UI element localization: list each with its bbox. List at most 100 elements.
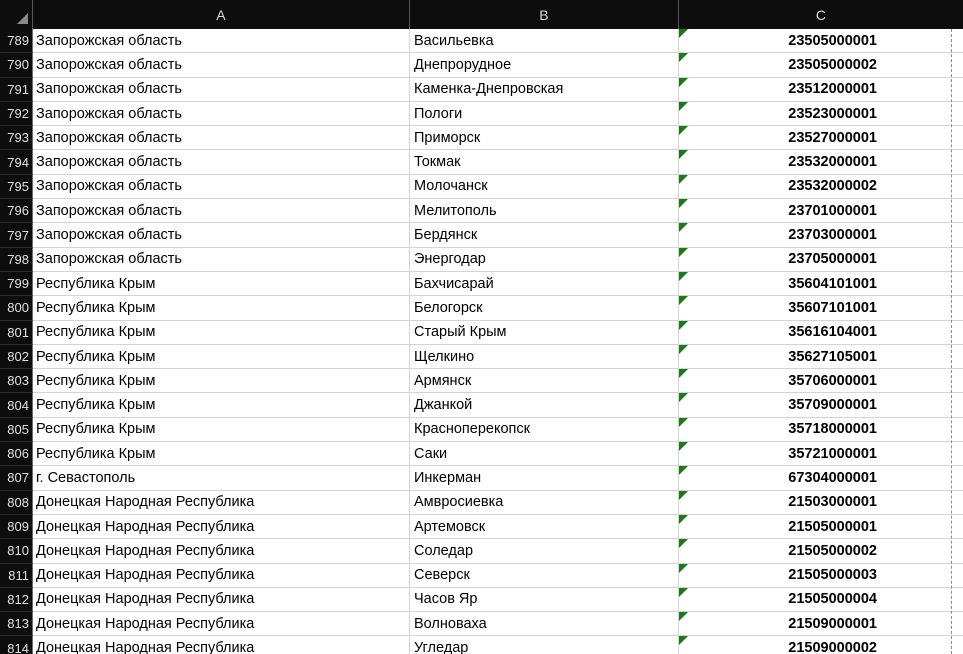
cell-region[interactable]: Донецкая Народная Республика (33, 636, 410, 654)
cell-code[interactable]: 23705000001 (679, 247, 963, 272)
cell-city[interactable]: Угледар (410, 636, 679, 654)
row-header-number[interactable]: 792 (0, 101, 33, 127)
cell-city[interactable]: Пологи (410, 101, 679, 127)
cell-region[interactable]: Запорожская область (33, 150, 410, 175)
row-header-number[interactable]: 802 (0, 344, 33, 370)
cell-region[interactable]: Запорожская область (33, 29, 410, 54)
column-header-a[interactable]: A (33, 0, 410, 29)
table-row[interactable]: 812 Донецкая Народная Республика Часов Яр 2… (0, 587, 963, 613)
cell-city[interactable]: Соледар (410, 539, 679, 564)
cell-city[interactable]: Приморск (410, 126, 679, 151)
row-header-number[interactable]: 808 (0, 490, 33, 515)
cell-region[interactable]: Республика Крым (33, 344, 410, 370)
cell-region[interactable]: Запорожская область (33, 101, 410, 127)
cell-city[interactable]: Амвросиевка (410, 490, 679, 515)
cell-code[interactable]: 21505000003 (679, 563, 963, 588)
cell-region[interactable]: Донецкая Народная Республика (33, 563, 410, 588)
cell-code[interactable]: 23527000001 (679, 126, 963, 151)
row-header-number[interactable]: 796 (0, 199, 33, 224)
cell-region[interactable]: Запорожская область (33, 53, 410, 78)
row-header-number[interactable]: 793 (0, 126, 33, 151)
table-row[interactable]: 800 Республика Крым Белогорск 35607101001 (0, 296, 963, 321)
cell-city[interactable]: Саки (410, 442, 679, 467)
row-header-number[interactable]: 797 (0, 223, 33, 248)
table-row[interactable]: 794 Запорожская область Токмак 23532000001 (0, 150, 963, 175)
table-row[interactable]: 804 Республика Крым Джанкой 35709000001 (0, 393, 963, 418)
table-row[interactable]: 790 Запорожская область Днепрорудное 235050… (0, 53, 963, 78)
cell-code[interactable]: 21505000001 (679, 514, 963, 540)
cell-city[interactable]: Волноваха (410, 612, 679, 637)
cell-city[interactable]: Инкерман (410, 466, 679, 491)
row-header-number[interactable]: 798 (0, 247, 33, 272)
row-header-number[interactable]: 794 (0, 150, 33, 175)
cell-region[interactable]: Донецкая Народная Республика (33, 514, 410, 540)
cell-city[interactable]: Северск (410, 563, 679, 588)
column-header-c[interactable]: C (679, 0, 963, 29)
cell-code[interactable]: 23532000002 (679, 174, 963, 200)
cell-region[interactable]: Республика Крым (33, 369, 410, 394)
cell-code[interactable]: 35607101001 (679, 296, 963, 321)
cell-code[interactable]: 23505000001 (679, 29, 963, 54)
cell-region[interactable]: Донецкая Народная Республика (33, 612, 410, 637)
cell-code[interactable]: 35627105001 (679, 344, 963, 370)
cell-code[interactable]: 21503000001 (679, 490, 963, 515)
table-row[interactable]: 789 Запорожская область Васильевка 23505000… (0, 29, 963, 54)
cell-city[interactable]: Мелитополь (410, 199, 679, 224)
row-header-number[interactable]: 805 (0, 417, 33, 443)
row-header-number[interactable]: 804 (0, 393, 33, 418)
table-row[interactable]: 807 г. Севастополь Инкерман 67304000001 (0, 466, 963, 491)
row-header-number[interactable]: 801 (0, 320, 33, 345)
row-header-number[interactable]: 791 (0, 77, 33, 102)
table-row[interactable]: 806 Республика Крым Саки 35721000001 (0, 442, 963, 467)
cell-code[interactable]: 23532000001 (679, 150, 963, 175)
row-header-number[interactable]: 795 (0, 174, 33, 200)
table-row[interactable]: 802 Республика Крым Щелкино 35627105001 (0, 344, 963, 370)
cell-region[interactable]: Запорожская область (33, 199, 410, 224)
row-header-number[interactable]: 803 (0, 369, 33, 394)
cell-code[interactable]: 21509000002 (679, 636, 963, 654)
cell-region[interactable]: Республика Крым (33, 296, 410, 321)
row-header-number[interactable]: 807 (0, 466, 33, 491)
cell-code[interactable]: 35709000001 (679, 393, 963, 418)
row-header-number[interactable]: 790 (0, 53, 33, 78)
cell-city[interactable]: Старый Крым (410, 320, 679, 345)
cell-region[interactable]: Республика Крым (33, 320, 410, 345)
row-header-number[interactable]: 806 (0, 442, 33, 467)
table-row[interactable]: 809 Донецкая Народная Республика Артемовск… (0, 514, 963, 540)
cell-code[interactable]: 23512000001 (679, 77, 963, 102)
cell-code[interactable]: 67304000001 (679, 466, 963, 491)
table-row[interactable]: 805 Республика Крым Красноперекопск 3571800… (0, 417, 963, 443)
cell-region[interactable]: Запорожская область (33, 247, 410, 272)
cell-region[interactable]: Донецкая Народная Республика (33, 587, 410, 613)
cell-region[interactable]: Запорожская область (33, 174, 410, 200)
table-row[interactable]: 813 Донецкая Народная Республика Волноваха… (0, 612, 963, 637)
cell-city[interactable]: Энергодар (410, 247, 679, 272)
cell-region[interactable]: Республика Крым (33, 417, 410, 443)
row-header-number[interactable]: 810 (0, 539, 33, 564)
cell-code[interactable]: 35616104001 (679, 320, 963, 345)
cell-region[interactable]: Запорожская область (33, 126, 410, 151)
table-row[interactable]: 792 Запорожская область Пологи 23523000001 (0, 101, 963, 127)
table-row[interactable]: 803 Республика Крым Армянск 35706000001 (0, 369, 963, 394)
table-row[interactable]: 808 Донецкая Народная Республика Амвросиев… (0, 490, 963, 515)
cell-city[interactable]: Красноперекопск (410, 417, 679, 443)
cell-code[interactable]: 23701000001 (679, 199, 963, 224)
cell-city[interactable]: Молочанск (410, 174, 679, 200)
cell-code[interactable]: 35718000001 (679, 417, 963, 443)
table-row[interactable]: 810 Донецкая Народная Республика Соледар 21… (0, 539, 963, 564)
cell-city[interactable]: Часов Яр (410, 587, 679, 613)
select-all-corner[interactable] (0, 0, 33, 29)
cell-code[interactable]: 35721000001 (679, 442, 963, 467)
cell-city[interactable]: Токмак (410, 150, 679, 175)
table-row[interactable]: 791 Запорожская область Каменка-Днепровска… (0, 77, 963, 102)
cell-code[interactable]: 21505000004 (679, 587, 963, 613)
row-header-number[interactable]: 812 (0, 587, 33, 613)
cell-region[interactable]: Донецкая Народная Республика (33, 539, 410, 564)
table-row[interactable]: 797 Запорожская область Бердянск 2370300000… (0, 223, 963, 248)
table-row[interactable]: 799 Республика Крым Бахчисарай 35604101001 (0, 271, 963, 297)
table-row[interactable]: 814 Донецкая Народная Республика Угледар 21… (0, 636, 963, 654)
cell-city[interactable]: Бахчисарай (410, 271, 679, 297)
row-header-number[interactable]: 800 (0, 296, 33, 321)
cell-code[interactable]: 21505000002 (679, 539, 963, 564)
cell-code[interactable]: 23703000001 (679, 223, 963, 248)
